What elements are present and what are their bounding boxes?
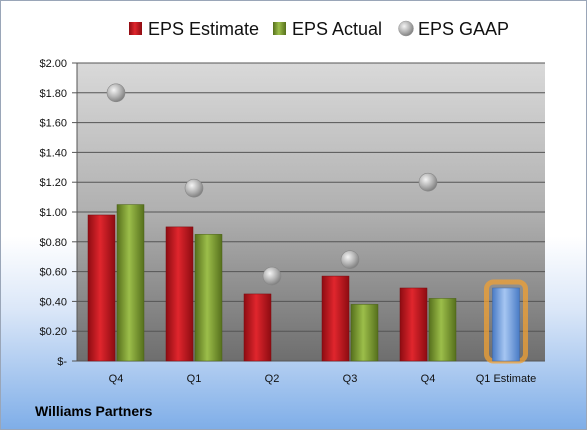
y-tick-label: $0.60 [39,267,67,279]
bar-eps-estimate [399,287,428,362]
bar-eps-estimate [165,226,194,362]
y-tick-label: $1.40 [39,147,67,159]
legend-label: EPS Estimate [148,19,259,39]
marker-eps-gaap [340,250,360,269]
y-tick-label: $0.40 [39,296,67,308]
bar-eps-estimate [87,214,116,362]
legend-label: EPS Actual [292,19,382,39]
legend-swatch [398,20,414,37]
company-name: Williams Partners [35,403,153,419]
bar-eps-actual [350,304,379,362]
marker-eps-gaap [418,172,438,192]
y-tick-label: $1.20 [39,177,67,189]
marker-eps-gaap [184,178,204,198]
x-axis-labels: Q4 Q1 Q2 Q3 Q4 Q1 Estimate [109,373,537,385]
gaap-markers [106,83,438,286]
y-tick-label: $2.00 [39,58,67,70]
y-tick-label: $1.80 [39,88,67,100]
bar-eps-estimate [321,275,350,362]
y-tick-label: $0.20 [39,326,67,338]
x-category-label: Q1 Estimate [476,373,537,385]
gridlines [77,62,545,362]
y-tick-label: $0.80 [39,237,67,249]
y-tick-label: $1.00 [39,207,67,219]
legend-swatch [273,22,286,35]
x-category-label: Q1 [187,373,202,385]
bars [87,204,528,364]
bar-eps-estimate [243,293,272,362]
bar-eps-actual [428,298,457,362]
y-tick-label: $1.60 [39,118,67,130]
legend: EPS Estimate EPS Actual EPS GAAP [129,19,509,39]
y-axis-ticks: $- $0.20 $0.40 $0.60 $0.80 $1.00 $1.20 $1.40 $1.… [39,58,78,368]
x-category-label: Q2 [265,373,280,385]
bar-eps-actual [194,234,223,362]
legend-swatch [129,22,142,35]
marker-eps-gaap [106,83,126,103]
x-category-label: Q3 [343,373,358,385]
bar-future-estimate [492,287,520,362]
marker-eps-gaap [262,266,282,286]
x-category-label: Q4 [109,373,124,385]
legend-label: EPS GAAP [418,19,509,39]
y-tick-label: $- [57,356,67,368]
x-category-label: Q4 [421,373,436,385]
bar-eps-actual [116,204,145,362]
